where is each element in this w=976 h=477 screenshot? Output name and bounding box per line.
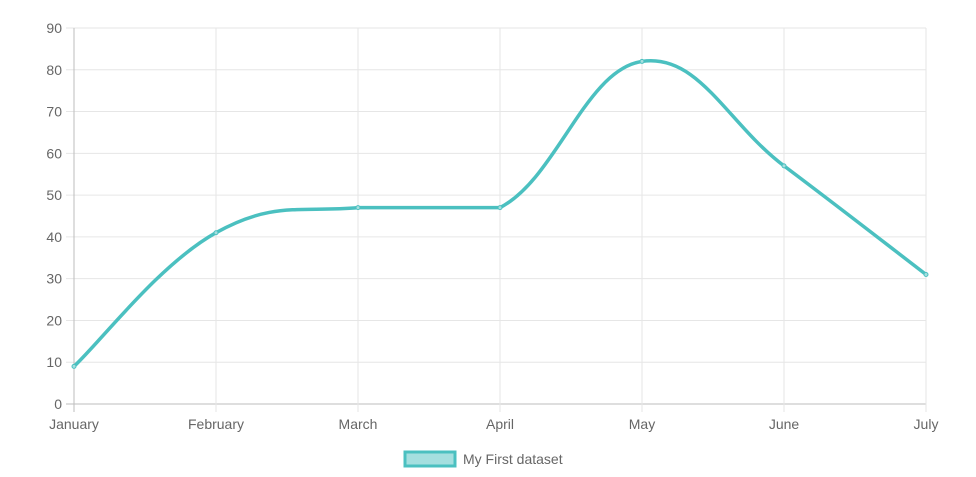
x-tick-label: March: [339, 416, 378, 432]
x-tick-label: May: [629, 416, 655, 432]
y-tick-label: 20: [46, 312, 62, 328]
data-point: [355, 205, 361, 211]
data-point: [639, 58, 645, 64]
series-layer: [71, 58, 929, 369]
data-point: [71, 363, 77, 369]
y-tick-label: 80: [46, 62, 62, 78]
y-tick-label: 60: [46, 145, 62, 161]
y-tick-label: 10: [46, 354, 62, 370]
x-tick-label: June: [769, 416, 800, 432]
y-tick-label: 0: [54, 396, 62, 412]
y-tick-label: 50: [46, 187, 62, 203]
legend[interactable]: My First dataset: [403, 450, 563, 468]
y-tick-label: 70: [46, 104, 62, 120]
y-tick-label: 90: [46, 20, 62, 36]
x-tick-label: February: [188, 416, 244, 432]
y-tick-label: 40: [46, 229, 62, 245]
axis-layer: 0 10 20 30 40 50 60 70 80 90 January February March A…: [46, 20, 938, 432]
x-tick-label: July: [914, 416, 939, 432]
x-tick-label: April: [486, 416, 514, 432]
grid-layer: [66, 27, 927, 412]
y-tick-label: 30: [46, 271, 62, 287]
x-tick-label: January: [49, 416, 99, 432]
legend-swatch: [403, 450, 457, 468]
legend-label: My First dataset: [463, 451, 563, 467]
data-point: [213, 230, 219, 236]
data-point: [923, 271, 929, 277]
data-point: [781, 163, 787, 169]
data-point: [497, 205, 503, 211]
